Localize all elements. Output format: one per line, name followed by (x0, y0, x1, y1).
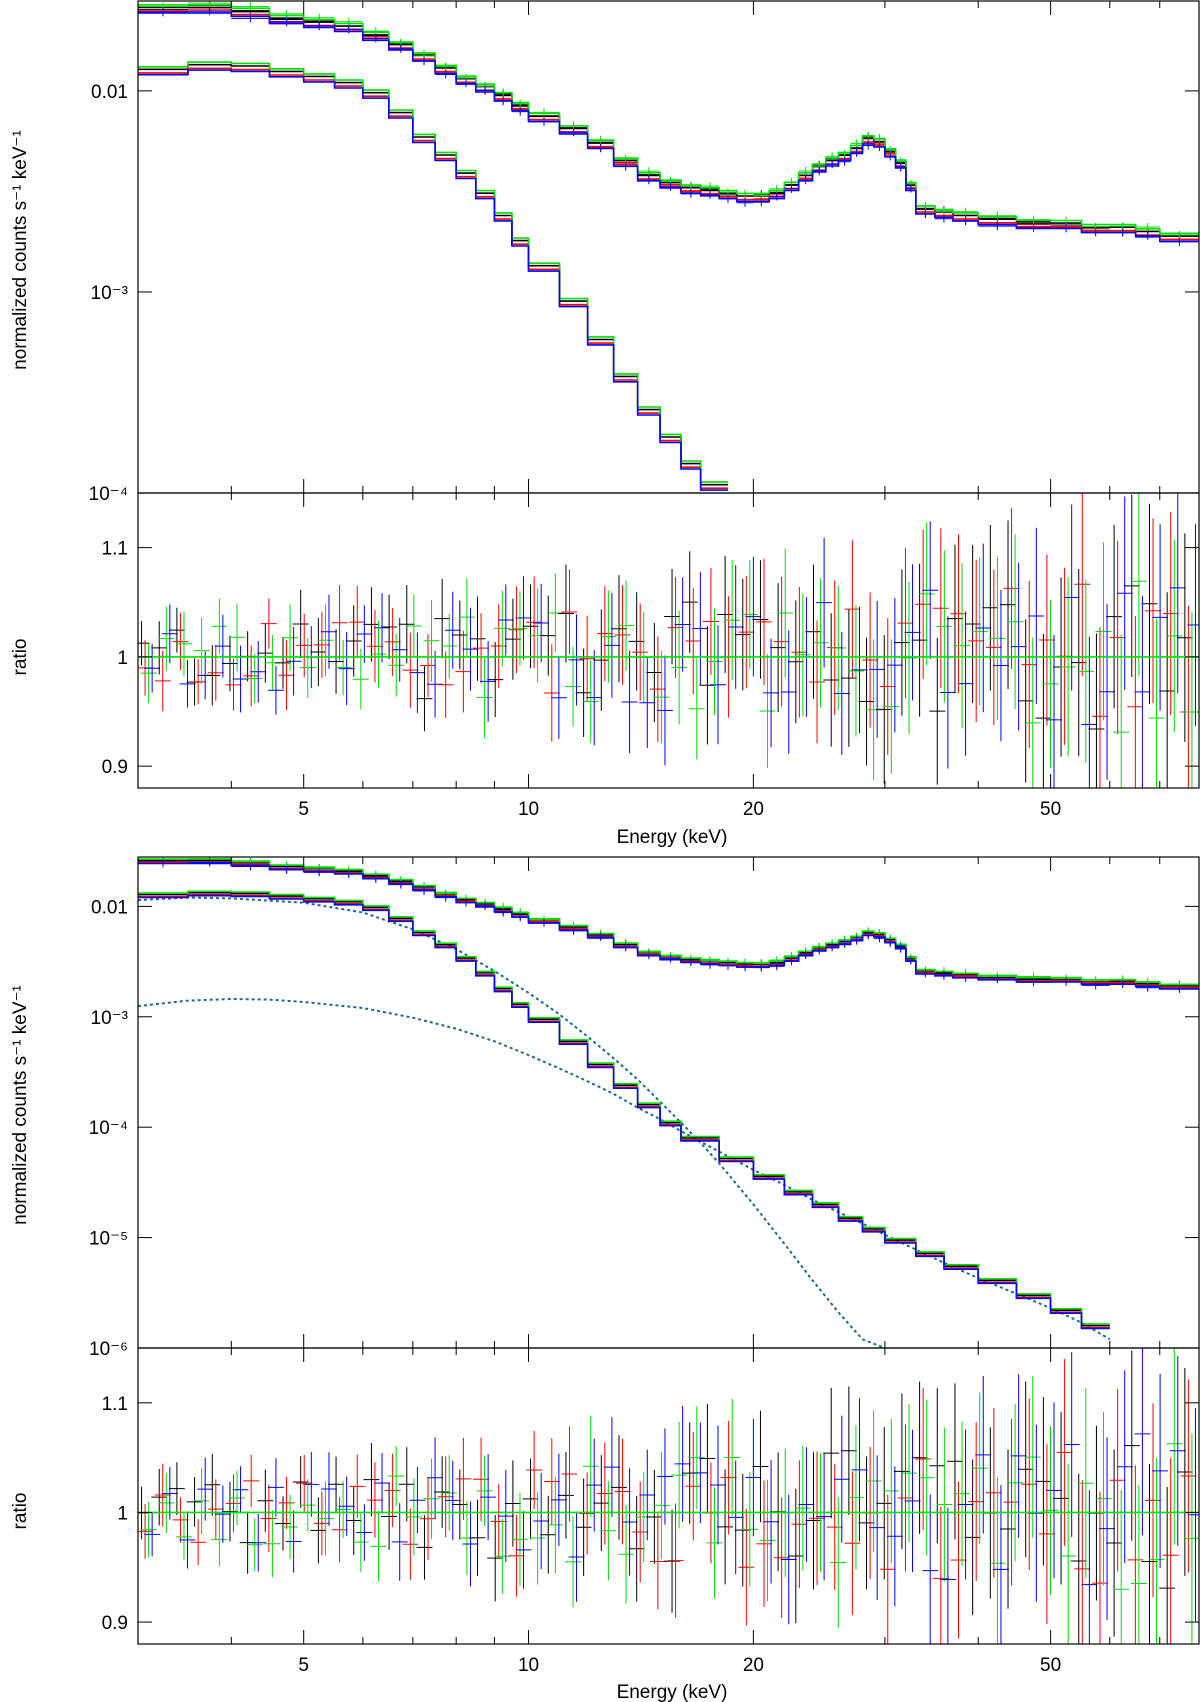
top-ratio-ytick-label: 1 (117, 648, 128, 669)
top-spectrum-axes: 0.01 10⁻³ 10⁻⁴ (89, 0, 1200, 505)
bottom-spectrum-frame (137, 856, 1200, 1349)
bottom-ratio-xtick-label: 20 (743, 1655, 764, 1676)
top-spectrum-lower-model-1 (138, 67, 729, 489)
top-ratio-xtick-label: 50 (1040, 799, 1061, 820)
top-spectrum-upper-model-1 (138, 10, 1199, 241)
top-ratio-plot (138, 493, 1199, 788)
top-spectrum-upper-model-3 (138, 12, 1199, 243)
bottom-ratio-plot (138, 1348, 1199, 1644)
top-spectrum-ylabel: normalized counts s⁻¹ keV⁻¹ (10, 130, 31, 370)
bottom-ratio-ytick-label: 0.9 (102, 1613, 128, 1634)
top-spectrum-ytick-label: 10⁻³ (91, 283, 129, 304)
bottom-ratio-ylabel: ratio (10, 1493, 31, 1530)
bottom-spectrum-upper-model-1 (138, 861, 1199, 989)
bottom-spectrum-ytick-label: 10⁻⁵ (89, 1229, 128, 1250)
top-ratio-frame (137, 492, 1200, 789)
top-spectrum-lower-model-3 (138, 69, 729, 491)
top-spectrum-ytick-label: 10⁻⁴ (89, 484, 128, 505)
top-spectrum-upper-model-0 (138, 6, 1199, 237)
top-ratio-ylabel: ratio (10, 639, 31, 676)
bottom-spectrum-lower-model-2 (138, 890, 1110, 1325)
bottom-ratio-ytick-label: 1.1 (102, 1394, 128, 1415)
top-ratio-xtick-label: 10 (518, 799, 539, 820)
bottom-spectrum-lower-model-3 (138, 894, 1110, 1330)
bottom-spectrum-ylabel: normalized counts s⁻¹ keV⁻¹ (10, 985, 31, 1225)
bottom-ratio-axes: 1.1 1 0.9 5 10 20 50 (102, 1347, 1200, 1676)
bottom-ratio-ytick-label: 1 (117, 1503, 128, 1524)
bottom-spectrum-lower-model-1 (138, 893, 1110, 1329)
top-ratio-ytick-label: 0.9 (102, 757, 128, 778)
bottom-ratio-xtick-label: 5 (298, 1655, 309, 1676)
top-ratio-xtick-label: 20 (743, 799, 764, 820)
bottom-ratio-frame (137, 1347, 1200, 1645)
top-spectrum-lower-model-2 (138, 61, 729, 483)
bottom-ratio-xtick-label: 10 (518, 1655, 539, 1676)
bottom-spectrum-upper-model-2 (138, 858, 1199, 986)
bottom-spectrum-lower-model-0 (138, 891, 1110, 1327)
bottom-spectrum-ytick-label: 10⁻³ (91, 1008, 129, 1029)
bottom-spectrum-component-0 (138, 896, 886, 1348)
top-spectrum-plot (138, 1, 1199, 491)
top-xlabel: Energy (keV) (617, 827, 728, 848)
bottom-xlabel: Energy (keV) (617, 1682, 728, 1702)
top-ratio-ytick-label: 1.1 (102, 539, 128, 560)
bottom-spectrum-ytick-label: 10⁻⁶ (89, 1339, 128, 1360)
bottom-spectrum-upper-model-3 (138, 862, 1199, 990)
top-ratio-axes: 1.1 1 0.9 5 10 20 50 (102, 492, 1200, 820)
bottom-spectrum-plot (138, 857, 1199, 1348)
top-spectrum-lower-model-0 (138, 63, 729, 486)
bottom-spectrum-ytick-label: 0.01 (91, 897, 128, 918)
top-ratio-xtick-label: 5 (298, 799, 309, 820)
bottom-spectrum-axes: 0.01 10⁻³ 10⁻⁴ 10⁻⁵ 10⁻⁶ (89, 856, 1200, 1360)
top-spectrum-upper-model-2 (138, 4, 1199, 235)
bottom-ratio-xtick-label: 50 (1040, 1655, 1061, 1676)
bottom-spectrum-component-1 (138, 997, 1111, 1341)
bottom-spectrum-upper-model-0 (138, 859, 1199, 987)
bottom-spectrum-ytick-label: 10⁻⁴ (89, 1118, 128, 1139)
top-spectrum-ytick-label: 0.01 (91, 82, 128, 103)
